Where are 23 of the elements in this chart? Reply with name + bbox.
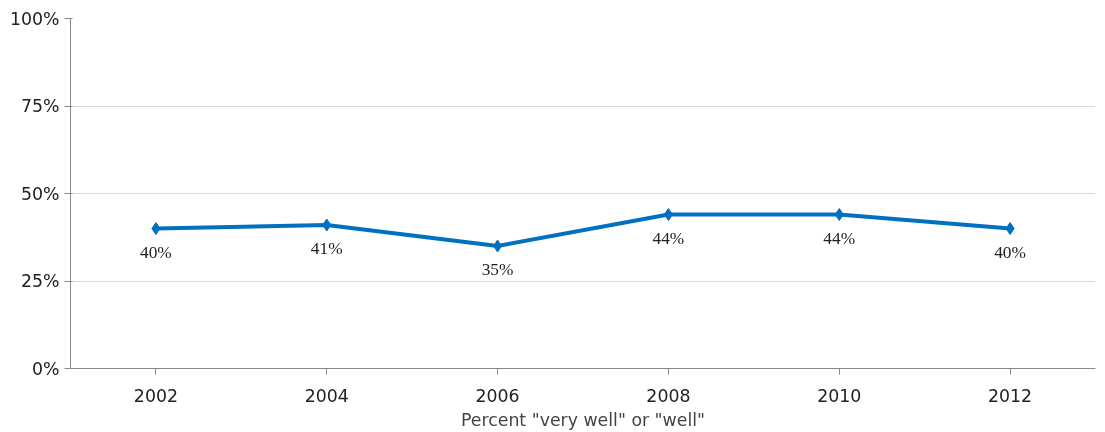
data-label: 40%	[994, 242, 1026, 262]
data-label: 44%	[652, 228, 685, 248]
point	[1005, 222, 1015, 235]
x-axis-title: Percent "very well" or "well"	[460, 409, 706, 430]
x-tick-label: 2004	[304, 385, 349, 406]
point	[663, 208, 673, 221]
data-label: 41%	[310, 239, 343, 258]
x-tick-label: 2002	[133, 385, 178, 406]
y-tick-label: 100%	[9, 8, 60, 29]
x-tick-label: 2008	[646, 385, 691, 406]
y-tick-label: 0%	[32, 358, 60, 379]
point	[151, 222, 161, 235]
data-label: 44%	[823, 228, 856, 248]
point	[322, 218, 332, 232]
x-tick-label: 2012	[988, 385, 1033, 406]
data-label: 40%	[140, 242, 172, 262]
point	[493, 239, 503, 253]
y-tick-label: 50%	[20, 183, 60, 204]
x-tick-label: 2010	[817, 385, 862, 406]
y-tick-label: 75%	[20, 96, 60, 116]
x-tick-label: 2006	[475, 385, 520, 406]
y-tick-label: 25%	[20, 271, 60, 291]
data-label: 35%	[481, 260, 514, 279]
